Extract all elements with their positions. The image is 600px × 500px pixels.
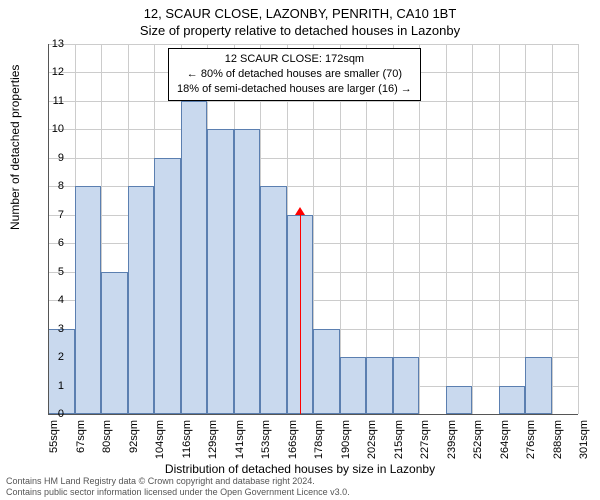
y-tick-label: 9 [34, 152, 64, 164]
histogram-bar [181, 101, 208, 414]
histogram-bar [393, 357, 420, 414]
annotation-line: 12 SCAUR CLOSE: 172sqm [177, 52, 412, 67]
footer-line-1: Contains HM Land Registry data © Crown c… [6, 476, 350, 487]
x-tick-label: 141sqm [234, 420, 246, 468]
footer-credit: Contains HM Land Registry data © Crown c… [6, 476, 350, 498]
x-tick-label: 178sqm [313, 420, 325, 468]
x-tick-label: 129sqm [207, 420, 219, 468]
plot-area: 12 SCAUR CLOSE: 172sqm← 80% of detached … [48, 44, 578, 414]
histogram-bar [128, 186, 155, 414]
y-tick-label: 3 [34, 323, 64, 335]
x-tick-label: 239sqm [446, 420, 458, 468]
x-tick-label: 202sqm [366, 420, 378, 468]
grid-line-v [552, 44, 553, 414]
chart-container: 12, SCAUR CLOSE, LAZONBY, PENRITH, CA10 … [0, 0, 600, 500]
x-tick-label: 116sqm [181, 420, 193, 468]
x-tick-label: 92sqm [128, 420, 140, 468]
annotation-box: 12 SCAUR CLOSE: 172sqm← 80% of detached … [168, 48, 421, 101]
x-tick-label: 252sqm [472, 420, 484, 468]
histogram-bar [340, 357, 367, 414]
histogram-bar [525, 357, 552, 414]
histogram-bar [207, 129, 234, 414]
annotation-line: ← 80% of detached houses are smaller (70… [177, 67, 412, 82]
reference-arrow-icon [295, 207, 305, 215]
x-tick-label: 264sqm [499, 420, 511, 468]
y-tick-label: 2 [34, 351, 64, 363]
histogram-bar [446, 386, 473, 414]
y-tick-label: 8 [34, 180, 64, 192]
y-axis-title: Number of detached properties [8, 65, 22, 230]
y-tick-label: 1 [34, 380, 64, 392]
histogram-bar [154, 158, 181, 414]
annotation-line: 18% of semi-detached houses are larger (… [177, 82, 412, 97]
grid-line-v [446, 44, 447, 414]
grid-line-v [472, 44, 473, 414]
y-tick-label: 6 [34, 237, 64, 249]
chart-title-main: 12, SCAUR CLOSE, LAZONBY, PENRITH, CA10 … [0, 0, 600, 21]
histogram-bar [313, 329, 340, 414]
histogram-bar [234, 129, 261, 414]
histogram-bar [499, 386, 526, 414]
y-tick-label: 11 [34, 95, 64, 107]
x-tick-label: 166sqm [287, 420, 299, 468]
histogram-bar [48, 329, 75, 414]
x-tick-label: 55sqm [48, 420, 60, 468]
histogram-bar [260, 186, 287, 414]
histogram-bar [75, 186, 102, 414]
x-tick-label: 80sqm [101, 420, 113, 468]
reference-line [300, 215, 301, 414]
x-tick-label: 190sqm [340, 420, 352, 468]
x-tick-label: 301sqm [578, 420, 590, 468]
y-tick-label: 13 [34, 38, 64, 50]
x-tick-label: 153sqm [260, 420, 272, 468]
x-tick-label: 227sqm [419, 420, 431, 468]
y-tick-label: 12 [34, 66, 64, 78]
y-tick-label: 0 [34, 408, 64, 420]
y-tick-label: 5 [34, 266, 64, 278]
x-axis-line [48, 414, 578, 415]
x-tick-label: 104sqm [154, 420, 166, 468]
histogram-bar [101, 272, 128, 414]
x-tick-label: 67sqm [75, 420, 87, 468]
y-tick-label: 7 [34, 209, 64, 221]
y-tick-label: 4 [34, 294, 64, 306]
x-axis-title: Distribution of detached houses by size … [0, 462, 600, 476]
footer-line-2: Contains public sector information licen… [6, 487, 350, 498]
grid-line-v [499, 44, 500, 414]
y-tick-label: 10 [34, 123, 64, 135]
chart-title-sub: Size of property relative to detached ho… [0, 21, 600, 38]
x-tick-label: 215sqm [393, 420, 405, 468]
x-tick-label: 288sqm [552, 420, 564, 468]
grid-line-v [578, 44, 579, 414]
histogram-bar [366, 357, 393, 414]
x-tick-label: 276sqm [525, 420, 537, 468]
